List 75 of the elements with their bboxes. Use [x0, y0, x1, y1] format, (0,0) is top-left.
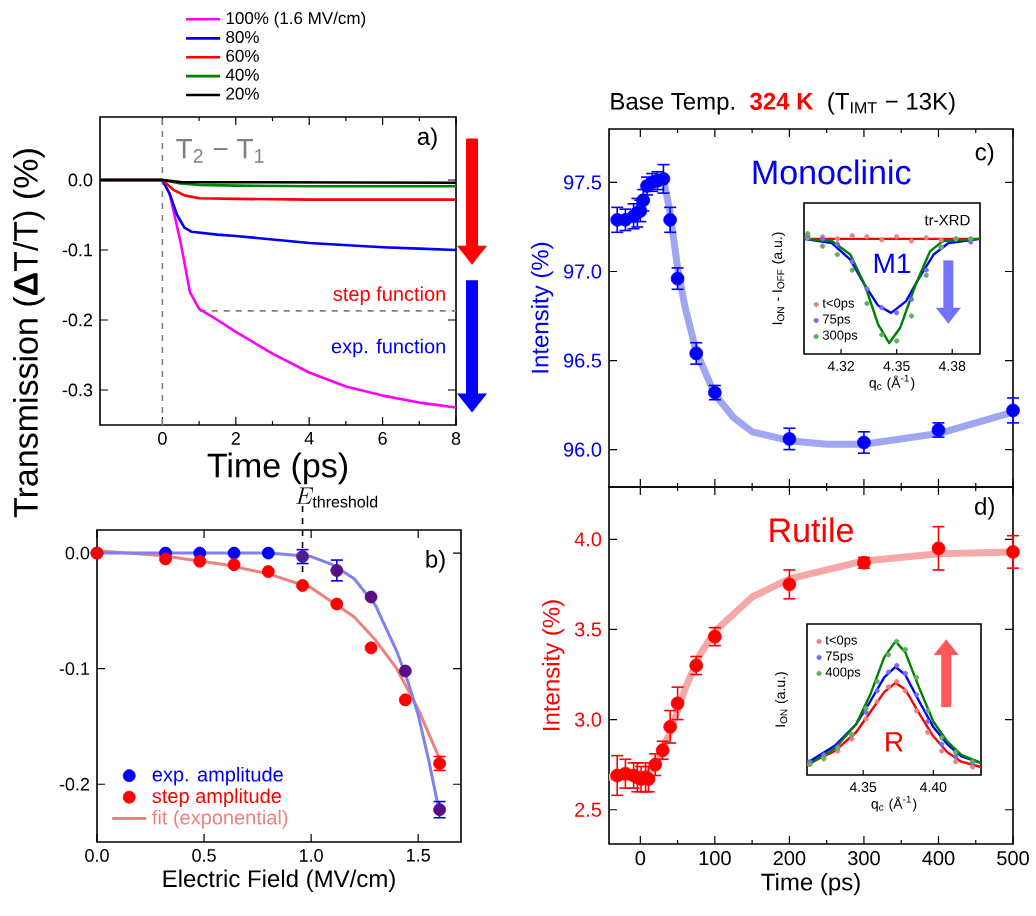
y-axis-title: Intensity (%): [530, 242, 554, 373]
x-tick-label: 4.32: [827, 361, 854, 371]
y-tick-label: 97.5: [563, 175, 602, 190]
annotation: step function: [333, 286, 445, 305]
x-axis-title: Time (ps): [761, 872, 860, 896]
y-tick-label: -0.2: [59, 777, 90, 791]
legend-label: 75ps: [825, 651, 853, 664]
x-tick-label: 4.40: [920, 782, 947, 792]
y-tick-label: 96.0: [563, 442, 602, 457]
y-tick-label: 4.0: [574, 532, 602, 547]
x-axis-title: q$_{c}$ (Å$^{-1}$): [871, 795, 917, 812]
y-axis-title: I$_{ON}$ (a.u.): [774, 672, 788, 727]
legend-label: 20%: [226, 87, 259, 100]
x-tick-label: 4: [304, 432, 314, 445]
y-tick-label: 3.5: [574, 622, 602, 637]
x-tick-label: 0.5: [192, 849, 216, 862]
legend-label: 400ps: [825, 667, 861, 680]
y-tick-label: -0.1: [59, 662, 90, 676]
legend-label: 300ps: [822, 330, 858, 343]
y-tick-label: -0.2: [62, 313, 93, 327]
annotation: a): [417, 127, 437, 150]
annotation: exp. function: [331, 338, 445, 358]
y-axis-title: Intensity (%): [542, 600, 565, 730]
y-tick-label: 3.0: [574, 712, 602, 727]
x-tick-label: 4.38: [938, 361, 966, 371]
annotation: R: [886, 732, 903, 752]
x-tick-label: 4.35: [849, 782, 877, 792]
annotation: T$_{2}$ − T$_{1}$: [176, 139, 264, 163]
x-tick-label: 1.0: [300, 849, 323, 862]
text: (T$_{IMT}$ − 13K): [828, 92, 955, 115]
x-tick-label: 200: [773, 851, 806, 866]
x-tick-label: 2: [231, 432, 240, 445]
y-tick-label: 2.5: [575, 802, 602, 817]
y-tick-label: 97.0: [563, 264, 602, 279]
annotation: b): [426, 550, 445, 573]
x-tick-label: 6: [378, 432, 387, 445]
legend-label: 100% (1.6 MV/cm): [226, 11, 366, 28]
x-tick-label: 100: [699, 851, 731, 866]
x-tick-label: 0.0: [85, 849, 109, 862]
annotation: Rutile: [770, 517, 853, 543]
ref-line-label: $E_{\mathrm{threshold}}$: [296, 487, 378, 508]
legend-label: t<0ps: [822, 298, 855, 311]
x-tick-label: 1.5: [407, 849, 430, 862]
x-tick-label: 4.35: [883, 361, 910, 371]
x-tick-label: 8: [451, 432, 461, 445]
y-tick-label: 0.0: [65, 546, 90, 560]
legend-label: step amplitude: [152, 788, 281, 808]
annotation: d): [975, 497, 994, 520]
y-axis-title: Transmission (ΔT/T) (%): [12, 149, 45, 518]
annotation: c): [975, 142, 994, 166]
x-axis-title: Electric Field (MV/cm): [163, 869, 395, 892]
legend-label: 75ps: [822, 314, 851, 327]
y-axis-title: I$_{ON}$ - I$_{OFF}$ (a.u.): [771, 232, 785, 325]
x-axis-title: Time (ps): [207, 452, 348, 485]
y-tick-label: -0.1: [62, 243, 93, 257]
annotation: Monoclinic: [753, 159, 911, 185]
legend-label: 80%: [226, 30, 259, 43]
x-tick-label: 400: [922, 851, 955, 866]
y-tick-label: 0.0: [68, 173, 93, 187]
legend-label: fit (exponential): [152, 809, 288, 829]
legend-label: t<0ps: [825, 635, 857, 648]
y-tick-label: -0.3: [62, 383, 93, 397]
legend-label: 60%: [226, 49, 259, 62]
x-tick-label: 300: [848, 851, 880, 866]
x-tick-label: 0: [158, 432, 167, 445]
text: 324 K: [750, 92, 814, 110]
annotation: tr-XRD: [924, 214, 970, 226]
annotation: M1: [874, 253, 911, 274]
legend-label: 40%: [225, 68, 259, 81]
chart-title: Base Temp.: [611, 93, 734, 115]
legend-label: exp. amplitude: [152, 766, 283, 786]
x-tick-label: 500: [997, 851, 1029, 866]
y-tick-label: 96.5: [563, 353, 602, 368]
x-axis-title: q$_{c}$ (Å$^{-1}$): [869, 374, 915, 391]
x-tick-label: 0: [635, 851, 646, 866]
